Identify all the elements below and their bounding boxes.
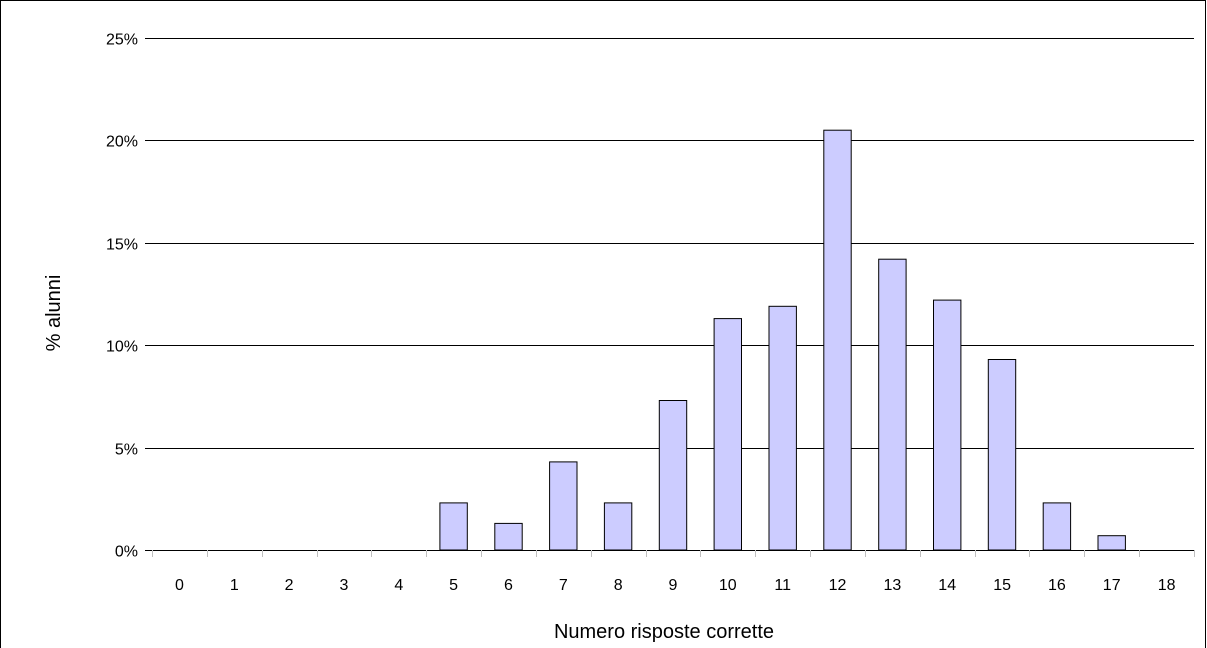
bar-13	[878, 258, 907, 551]
x-axis-title: Numero risposte corrette	[554, 621, 774, 643]
y-tick-labels: 0% 5% 10% 15% 20% 25%	[106, 32, 138, 561]
x-tick-label: 18	[1158, 577, 1176, 594]
x-tick-label: 5	[449, 577, 458, 594]
x-tick-label: 15	[993, 577, 1011, 594]
bar-16	[1042, 502, 1072, 551]
bar-17	[1097, 535, 1126, 551]
bar-10	[713, 318, 742, 551]
x-tick-label: 9	[669, 577, 678, 594]
x-tick-label: 7	[559, 577, 568, 594]
x-tick-label: 4	[394, 577, 403, 594]
x-tick-labels: 0 1 2 3 4 5 6 7 8 9 10 11 12 13 14 15 16 17 18	[175, 577, 1176, 594]
bar-14	[933, 299, 962, 551]
y-tick-label: 25%	[106, 32, 138, 49]
y-tick-label: 15%	[106, 237, 138, 254]
y-tick-label: 5%	[115, 442, 138, 459]
x-tick-label: 14	[938, 577, 956, 594]
y-tick-label: 10%	[106, 339, 138, 356]
bar-9	[658, 400, 688, 551]
bar-6	[494, 522, 523, 551]
x-tick-label: 16	[1048, 577, 1066, 594]
x-tick-label: 13	[884, 577, 902, 594]
x-tick-label: 6	[504, 577, 513, 594]
x-tick-label: 0	[175, 577, 184, 594]
x-tick-label: 17	[1103, 577, 1121, 594]
x-tick-label: 12	[829, 577, 847, 594]
bar-11	[768, 305, 797, 551]
bar-15	[987, 359, 1017, 551]
y-axis-title: % alunni	[43, 275, 65, 352]
x-tick-label: 10	[719, 577, 737, 594]
x-tick-label: 2	[285, 577, 294, 594]
y-tick-label: 20%	[106, 134, 138, 151]
bar-5	[439, 502, 468, 551]
x-tick-label: 1	[230, 577, 239, 594]
bar-7	[549, 461, 578, 551]
y-tick-label: 0%	[115, 544, 138, 561]
x-axis	[145, 550, 1195, 557]
x-tick-label: 3	[339, 577, 348, 594]
bar-12	[823, 129, 852, 551]
bars	[439, 129, 1126, 551]
bar-8	[603, 502, 633, 551]
x-tick-label: 8	[614, 577, 623, 594]
x-tick-label: 11	[774, 577, 791, 594]
